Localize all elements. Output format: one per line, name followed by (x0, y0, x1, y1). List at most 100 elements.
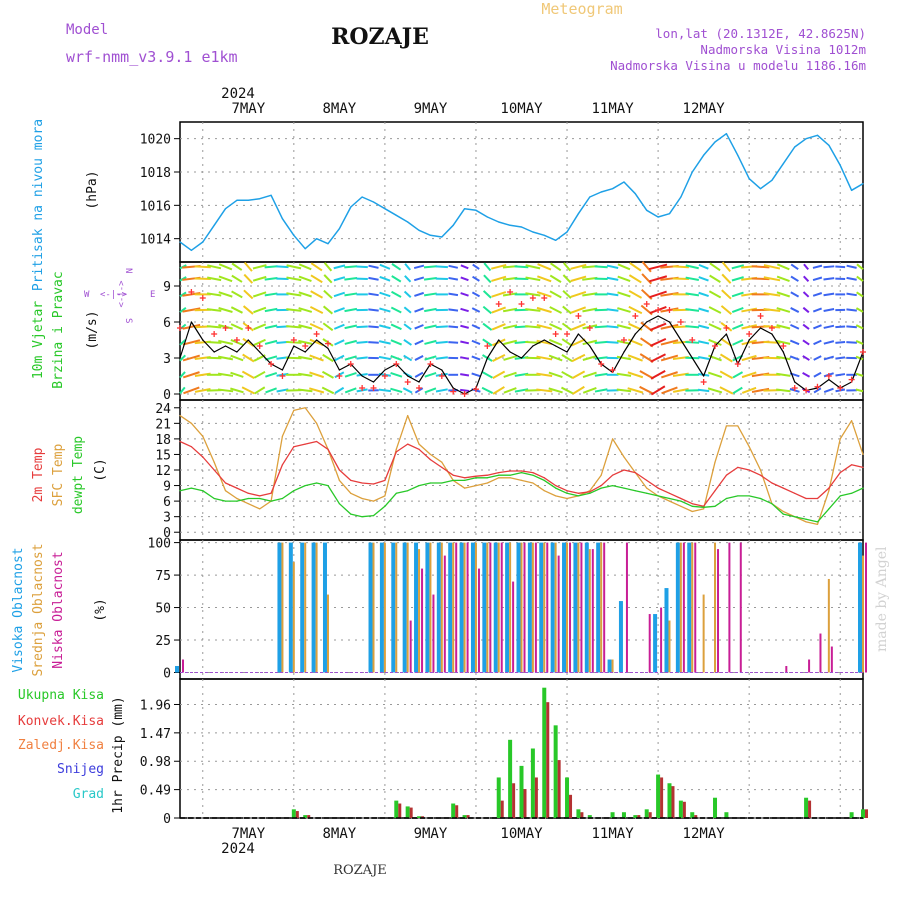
wind-arrow (482, 322, 493, 331)
cloud-bar-srednja-oblacnost (486, 542, 489, 673)
temp2m-line-point (611, 474, 614, 476)
y-tick-label: 12 (155, 464, 171, 479)
wind-arrow (835, 265, 846, 269)
dewpt-line-point (532, 474, 534, 476)
pressure-line-point (407, 221, 409, 223)
wind-arrow (627, 371, 644, 379)
precip-convective-bar (580, 812, 584, 818)
wind-arrow (230, 354, 244, 362)
temp2m-line-point (851, 464, 853, 466)
wind-arrow (491, 338, 506, 347)
precip-convective-bar (534, 777, 538, 818)
pressure-line-point (338, 228, 340, 230)
dewpt-line-point (350, 513, 352, 515)
wind-arrow (776, 339, 791, 345)
wind-arrow (243, 273, 254, 284)
wind-arrow (685, 325, 700, 329)
precip-total-bar (496, 777, 501, 818)
temp2m-line-point (498, 471, 500, 474)
cloud-bar-niska-oblacnost (569, 542, 572, 673)
wind-arrow (514, 265, 529, 269)
temp2m-line-point (361, 482, 363, 484)
wind-arrow (548, 387, 563, 394)
wind-arrow (582, 307, 598, 313)
wind-arrow (719, 370, 734, 380)
wind-arrow (460, 307, 469, 313)
cloud-bar-niska-oblacnost (694, 542, 697, 673)
wind-arrow (298, 291, 312, 298)
cloud-bar-visoka-oblacnost (675, 542, 680, 673)
wind-arrow (297, 388, 313, 393)
wind-arrow (182, 371, 200, 379)
cloud-bar-niska-oblacnost (580, 542, 583, 673)
wind-arrow (404, 263, 412, 271)
wind-arrow (254, 386, 266, 395)
wind-speed-line-point (566, 351, 568, 353)
pressure-line-point (771, 179, 773, 181)
sfc-temp-line-point (691, 510, 693, 513)
pressure-line-point (566, 231, 568, 233)
legend-zaledj: Zaledj.Kisa (18, 738, 104, 753)
wind-arrow (448, 276, 459, 281)
wind-arrow (639, 370, 655, 380)
wind-arrow (218, 339, 233, 345)
wind-arrow (856, 263, 864, 271)
sfc-temp-line-point (429, 453, 432, 456)
wind-arrow (414, 307, 424, 313)
precip-total-bar (690, 812, 695, 818)
dewpt-line-point (224, 500, 227, 502)
sfc-temp-line-point (851, 420, 853, 422)
wind-arrow (471, 339, 481, 345)
cloud-bar-visoka-oblacnost (448, 542, 453, 673)
wind-arrow (206, 292, 222, 297)
wind-panel: 0 3 6 9 (163, 261, 866, 403)
wind-arrow (571, 353, 586, 363)
wind-arrow (286, 264, 302, 270)
wind-arrow (776, 388, 791, 393)
precip-total-bar (553, 725, 558, 818)
wind-arrow (179, 386, 186, 394)
wind-arrow (503, 324, 518, 330)
precip-total-bar (861, 809, 865, 818)
y-tick-label: 1016 (140, 199, 171, 214)
temp2m-line-point (509, 470, 511, 472)
location-title: ROZAJE (331, 24, 429, 50)
pressure-line-point (748, 178, 750, 180)
wind-arrow (482, 338, 493, 347)
wind-speed-line-point (338, 369, 340, 371)
temp2m-line-point (566, 490, 568, 492)
wind-arrow (650, 385, 666, 396)
wind-arrow (525, 308, 541, 312)
cloud-bar-niska-oblacnost (455, 542, 458, 673)
wind-speed-line-point (668, 321, 671, 323)
wind-speed-line-point (646, 321, 648, 323)
dewpt-line-point (441, 482, 443, 484)
wind-arrow (206, 308, 222, 312)
wind-arrow (264, 277, 278, 281)
wind-arrow (424, 324, 437, 330)
temp2m-line-point (407, 443, 409, 445)
svg-text:Visoka Oblacnost: Visoka Oblacnost (11, 547, 26, 672)
pressure-line-point (236, 199, 238, 201)
dewpt-line-point (862, 487, 864, 489)
cloud-bar-srednja-oblacnost (292, 562, 295, 673)
precip-total-bar (804, 797, 809, 818)
wind-arrow (741, 371, 757, 379)
wind-speed-line-point (657, 315, 659, 317)
temp2m-line-point (577, 492, 580, 494)
cloud-bar-srednja-oblacnost (827, 578, 830, 673)
precip-convective-bar (512, 783, 516, 818)
wind-arrow (855, 372, 864, 377)
wind-arrow (629, 262, 642, 272)
pressure-line-point (555, 239, 557, 241)
wind-arrow (182, 354, 201, 362)
wind-arrow (731, 264, 745, 270)
temp2m-line-point (486, 474, 488, 476)
wind-speed-line-point (828, 379, 830, 381)
wind-arrow (482, 290, 492, 299)
wind-speed-line-point (555, 345, 557, 347)
sfc-temp-line-point (304, 407, 306, 409)
wind-arrow (582, 339, 598, 346)
wind-arrow (492, 386, 505, 395)
sfc-temp-line-point (555, 495, 557, 497)
